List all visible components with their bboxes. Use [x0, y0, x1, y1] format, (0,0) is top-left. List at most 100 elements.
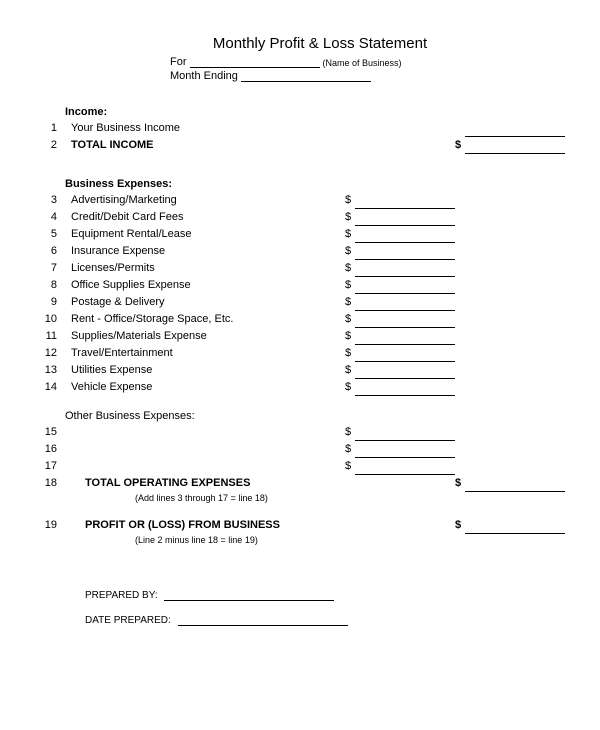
line-number: 13: [35, 362, 57, 379]
value-input-line[interactable]: [355, 212, 455, 226]
value-cell: $: [345, 277, 455, 294]
dollar-sign: $: [455, 517, 465, 534]
line-number: 14: [35, 379, 57, 396]
other-expense-rows: 15 $16 $17 $: [35, 424, 565, 475]
dollar-sign: $: [345, 260, 355, 277]
profit-loss-label: PROFIT OR (LOSS) FROM BUSINESS: [85, 517, 280, 534]
value-cell: $: [345, 362, 455, 379]
expense-row: 13Utilities Expense$: [35, 362, 565, 379]
income-rows: 1Your Business Income2TOTAL INCOME$: [35, 120, 565, 154]
dollar-sign: $: [345, 294, 355, 311]
value-cell: $: [345, 458, 455, 475]
line-number: 5: [35, 226, 57, 243]
value-input-line[interactable]: [355, 348, 455, 362]
dollar-sign: $: [345, 226, 355, 243]
line-number: 17: [35, 458, 57, 475]
line-label: Travel/Entertainment: [71, 345, 173, 362]
value-input-line[interactable]: [355, 280, 455, 294]
line-label: Licenses/Permits: [71, 260, 155, 277]
value-cell: $: [345, 192, 455, 209]
line-number: 10: [35, 311, 57, 328]
other-expense-row: 16 $: [35, 441, 565, 458]
expense-row: 12Travel/Entertainment$: [35, 345, 565, 362]
line-number: 16: [35, 441, 57, 458]
dollar-sign: $: [345, 277, 355, 294]
total-operating-input-line[interactable]: [465, 478, 565, 492]
document-title: Monthly Profit & Loss Statement: [75, 35, 565, 52]
value-input-line[interactable]: [465, 123, 565, 137]
month-ending-label: Month Ending: [170, 70, 238, 82]
line-label: Your Business Income: [71, 120, 180, 137]
value-cell: $: [455, 137, 565, 154]
prepared-by-input-line[interactable]: [164, 600, 334, 601]
value-input-line[interactable]: [355, 229, 455, 243]
total-operating-row: 18 TOTAL OPERATING EXPENSES $: [35, 475, 565, 492]
value-cell: $: [345, 260, 455, 277]
date-prepared-row: DATE PREPARED:: [85, 615, 565, 626]
expense-rows: 3Advertising/Marketing$4Credit/Debit Car…: [35, 192, 565, 396]
document-page: Monthly Profit & Loss Statement For (Nam…: [0, 0, 600, 730]
value-input-line[interactable]: [355, 195, 455, 209]
profit-loss-input-line[interactable]: [465, 520, 565, 534]
line-number: 2: [35, 137, 57, 154]
expense-row: 11Supplies/Materials Expense$: [35, 328, 565, 345]
line-number: 1: [35, 120, 57, 137]
value-input-line[interactable]: [355, 263, 455, 277]
value-input-line[interactable]: [355, 297, 455, 311]
expense-row: 9Postage & Delivery$: [35, 294, 565, 311]
value-input-line[interactable]: [355, 365, 455, 379]
value-cell: $: [345, 226, 455, 243]
total-operating-value: $: [455, 475, 565, 492]
header-month-row: Month Ending: [35, 70, 565, 82]
value-input-line[interactable]: [465, 140, 565, 154]
dollar-sign: $: [345, 192, 355, 209]
total-operating-note: (Add lines 3 through 17 = line 18): [135, 493, 565, 503]
profit-loss-row: 19 PROFIT OR (LOSS) FROM BUSINESS $: [35, 517, 565, 534]
value-input-line[interactable]: [355, 382, 455, 396]
value-cell: $: [345, 311, 455, 328]
value-cell: $: [345, 345, 455, 362]
line-label: Office Supplies Expense: [71, 277, 191, 294]
profit-loss-value: $: [455, 517, 565, 534]
other-expense-row: 17 $: [35, 458, 565, 475]
value-input-line[interactable]: [355, 461, 455, 475]
business-name-input-line[interactable]: [190, 67, 320, 68]
value-cell: $: [345, 209, 455, 226]
line-number: 7: [35, 260, 57, 277]
value-input-line[interactable]: [355, 444, 455, 458]
dollar-sign: $: [345, 424, 355, 441]
other-expense-row: 15 $: [35, 424, 565, 441]
line-label: Vehicle Expense: [71, 379, 152, 396]
line-number: 3: [35, 192, 57, 209]
value-input-line[interactable]: [355, 314, 455, 328]
line-number: 9: [35, 294, 57, 311]
expense-row: 5 Equipment Rental/Lease $: [35, 226, 565, 243]
income-heading: Income:: [65, 106, 565, 118]
dollar-sign: $: [345, 243, 355, 260]
expense-row: 10Rent - Office/Storage Space, Etc.$: [35, 311, 565, 328]
profit-loss-note: (Line 2 minus line 18 = line 19): [135, 535, 565, 545]
dollar-sign: $: [345, 458, 355, 475]
line-number: 8: [35, 277, 57, 294]
value-cell: $: [345, 441, 455, 458]
prepared-by-label: PREPARED BY:: [85, 590, 158, 601]
signature-section: PREPARED BY: DATE PREPARED:: [85, 590, 565, 626]
line-label: Equipment Rental/Lease: [71, 226, 191, 243]
expenses-heading: Business Expenses:: [65, 178, 565, 190]
dollar-sign: $: [455, 475, 465, 492]
expense-row: 7 Licenses/Permits $: [35, 260, 565, 277]
expense-row: 14 Vehicle Expense $: [35, 379, 565, 396]
value-input-line[interactable]: [355, 427, 455, 441]
line-label: Supplies/Materials Expense: [71, 328, 207, 345]
line-label: Advertising/Marketing: [71, 192, 177, 209]
date-prepared-input-line[interactable]: [178, 625, 348, 626]
line-number: 18: [35, 475, 57, 492]
value-input-line[interactable]: [355, 331, 455, 345]
expense-row: 8 Office Supplies Expense $: [35, 277, 565, 294]
dollar-sign: $: [345, 311, 355, 328]
dollar-sign: $: [345, 379, 355, 396]
month-ending-input-line[interactable]: [241, 81, 371, 82]
line-number: 15: [35, 424, 57, 441]
dollar-sign: $: [345, 362, 355, 379]
value-input-line[interactable]: [355, 246, 455, 260]
